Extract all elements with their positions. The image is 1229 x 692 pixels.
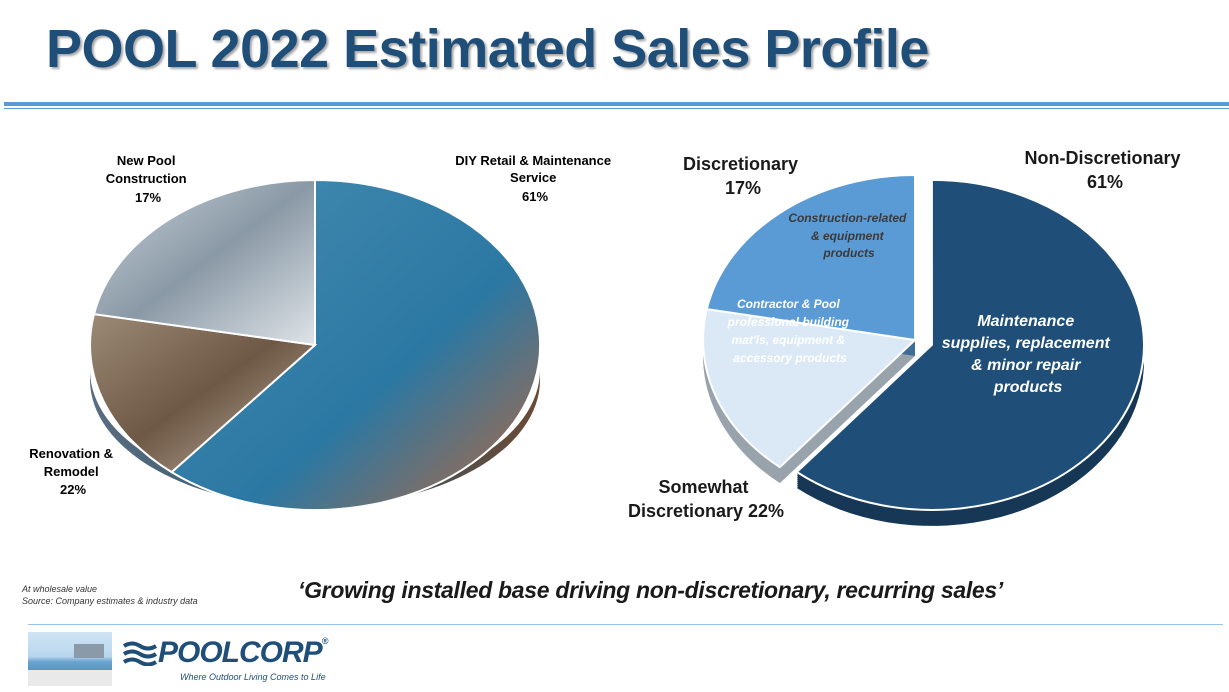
- footnote-wholesale: At wholesale value: [22, 584, 98, 594]
- footer-divider: [28, 624, 1223, 625]
- thumbnail-building: [74, 644, 104, 658]
- inner-contractor: Contractor & Pool professional building …: [727, 297, 853, 365]
- label-new-pool-line1: New Pool: [117, 153, 176, 168]
- inner-contractor-line2: professional building: [727, 315, 850, 329]
- poolcorp-logo: POOLCORP®: [158, 636, 329, 670]
- pool-thumbnail-image: [28, 632, 112, 686]
- inner-contractor-line4: accessory products: [733, 351, 847, 365]
- label-new-pool-line2: Construction: [106, 171, 187, 186]
- label-non-discretionary-line1: Non-Discretionary: [1024, 148, 1180, 168]
- label-renovation-line1: Renovation &: [29, 446, 113, 461]
- left-pie-labels: DIY Retail & Maintenance Service 61% New…: [29, 153, 614, 497]
- label-new-pool: New Pool Construction 17%: [106, 153, 191, 205]
- inner-maintenance-line1: Maintenance: [977, 313, 1074, 330]
- inner-maintenance: Maintenance supplies, replacement & mino…: [942, 313, 1115, 396]
- right-pie: [702, 173, 1145, 526]
- right-pie-labels: Non-Discretionary 61% Discretionary 17% …: [628, 148, 1185, 521]
- logo-registered-mark: ®: [321, 636, 329, 646]
- pie-slice-diy-retail: [169, 178, 542, 511]
- poolcorp-wave-icon: [122, 641, 158, 666]
- thumbnail-deck: [28, 670, 112, 686]
- footnotes: At wholesale value Source: Company estim…: [22, 583, 198, 607]
- label-renovation: Renovation & Remodel 22%: [29, 446, 116, 497]
- inner-construction: Construction-related & equipment product…: [788, 211, 909, 260]
- pie-slice-renovation: [92, 178, 316, 347]
- label-non-discretionary-value: 61%: [1087, 172, 1123, 192]
- label-diy-retail: DIY Retail & Maintenance Service 61%: [455, 153, 614, 204]
- pie-slice-somewhat-discretionary: [705, 173, 916, 342]
- inner-maintenance-line4: products: [993, 379, 1063, 396]
- page-title: POOL 2022 Estimated Sales Profile: [46, 19, 929, 79]
- label-renovation-value: 22%: [60, 482, 86, 497]
- pie-slice-discretionary: [702, 307, 918, 469]
- label-discretionary: Discretionary 17%: [683, 154, 803, 198]
- label-somewhat-line2: Discretionary 22%: [628, 501, 784, 521]
- label-diy-value: 61%: [522, 189, 548, 204]
- title-divider-thin: [4, 108, 1229, 109]
- title-divider: [4, 102, 1229, 106]
- label-non-discretionary: Non-Discretionary 61%: [1024, 148, 1185, 192]
- left-pie: [89, 178, 542, 511]
- inner-contractor-line3: mat'ls, equipment &: [732, 333, 846, 347]
- tagline-quote: ‘Growing installed base driving non-disc…: [298, 577, 1004, 603]
- label-discretionary-value: 17%: [725, 178, 761, 198]
- inner-maintenance-line2: supplies, replacement: [942, 335, 1111, 352]
- label-new-pool-value: 17%: [135, 190, 161, 205]
- label-diy-line1: DIY Retail & Maintenance: [455, 153, 611, 168]
- pie-slice-new-pool: [89, 312, 318, 474]
- footnote-source: Source: Company estimates & industry dat…: [22, 596, 198, 606]
- inner-construction-line1: Construction-related: [788, 211, 907, 225]
- logo-tagline: Where Outdoor Living Comes to Life: [180, 672, 326, 682]
- logo-name: POOLCORP: [158, 636, 323, 669]
- inner-maintenance-line3: & minor repair: [971, 357, 1081, 374]
- inner-construction-line3: products: [822, 246, 875, 260]
- label-diy-line2: Service: [510, 170, 556, 185]
- inner-construction-line2: & equipment: [811, 229, 885, 243]
- inner-contractor-line1: Contractor & Pool: [737, 297, 840, 311]
- label-discretionary-line1: Discretionary: [683, 154, 798, 174]
- label-somewhat-discretionary: Somewhat Discretionary 22%: [628, 477, 784, 521]
- pie-slice-non-discretionary: [795, 178, 1145, 511]
- label-somewhat-line1: Somewhat: [658, 477, 748, 497]
- label-renovation-line2: Remodel: [44, 464, 99, 479]
